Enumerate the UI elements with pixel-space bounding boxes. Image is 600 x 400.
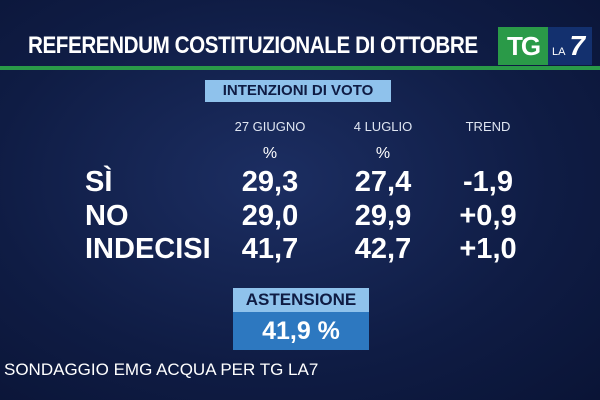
logo-la: LA [552,46,566,58]
cell: 41,7 [241,233,299,265]
logo-seven: 7 [569,30,586,61]
unit-label: % [262,145,278,162]
header-rule [0,66,600,70]
abstention-label: ASTENSIONE [233,288,369,312]
cell: +1,0 [459,233,517,265]
subtitle: INTENZIONI DI VOTO [205,80,391,102]
row-label: SÌ [85,166,113,198]
logo-la7: LA 7 [548,27,592,65]
cell: 27,4 [354,166,412,198]
cell: +0,9 [459,200,517,232]
column-header: 27 GIUGNO [234,119,306,134]
footer: SONDAGGIO EMG ACQUA PER TG LA7 [4,360,319,379]
abstention-value: 41,9 % [233,312,369,350]
unit-label: % [375,145,391,162]
cell: 29,0 [241,200,299,232]
column-header: 4 LUGLIO [353,119,413,134]
row-label: NO [85,200,129,232]
cell: 29,9 [354,200,412,232]
column-header: TREND [465,119,511,134]
header-title: REFERENDUM COSTITUZIONALE DI OTTOBRE [28,32,478,59]
cell: -1,9 [463,166,513,198]
logo-tg: TG [498,27,548,65]
row-label: INDECISI [85,233,211,265]
cell: 29,3 [241,166,299,198]
cell: 42,7 [354,233,412,265]
